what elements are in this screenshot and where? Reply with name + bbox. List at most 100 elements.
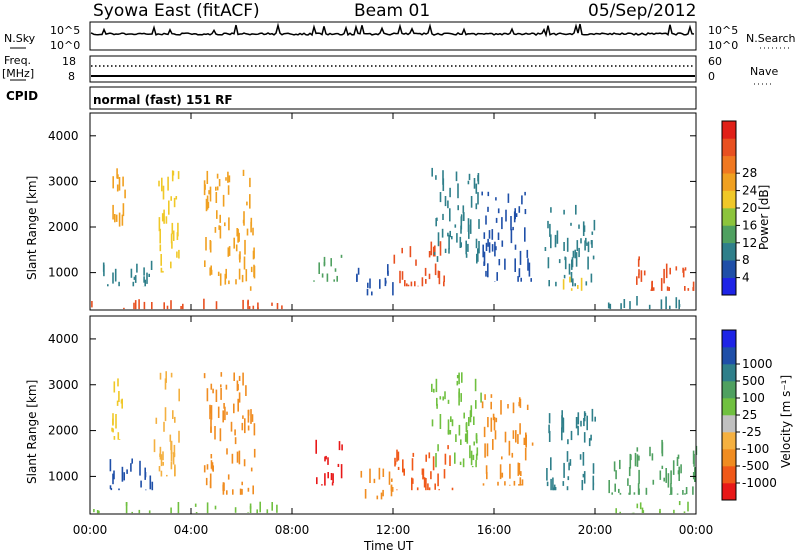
freq-label-line1: Freq. [4, 54, 31, 67]
velocity-cell [447, 445, 449, 450]
power-cell [669, 305, 671, 310]
velocity-cell [428, 452, 431, 459]
power-cell [436, 256, 439, 262]
velocity-cell [581, 480, 584, 491]
velocity-cell [390, 485, 393, 497]
velocity-colorbar-swatch [722, 398, 736, 416]
power-cell [593, 219, 596, 231]
velocity-y-tick-label: 4000 [48, 332, 79, 346]
power-cell [583, 225, 586, 232]
velocity-cell [222, 410, 224, 423]
power-cell [177, 222, 179, 237]
velocity-cell [421, 468, 424, 475]
velocity-cell [508, 440, 511, 456]
velocity-cell [238, 392, 241, 403]
velocity-cell [619, 511, 621, 514]
velocity-cell [251, 414, 254, 422]
velocity-cell [230, 421, 233, 432]
velocity-cell [430, 471, 432, 480]
power-cell [401, 271, 404, 280]
power-cell [652, 287, 655, 291]
power-cell [144, 279, 146, 287]
power-colorbar-swatch [722, 242, 736, 261]
power-cell [668, 287, 670, 291]
velocity-cell [636, 454, 639, 467]
velocity-cell [475, 434, 478, 443]
cpid-panel [89, 86, 697, 110]
velocity-cell [451, 419, 454, 427]
power-cell [587, 256, 589, 270]
power-colorbar-swatch [722, 155, 736, 174]
velocity-colorbar-swatch [722, 381, 736, 399]
velocity-cell [487, 417, 489, 428]
velocity-cell [504, 481, 506, 486]
velocity-cell [665, 468, 667, 483]
velocity-cell [164, 407, 167, 422]
power-cell [495, 197, 497, 201]
velocity-cell [484, 443, 486, 458]
power-cell [496, 272, 498, 281]
power-cell [448, 234, 450, 250]
power-cell [513, 211, 516, 223]
power-cell [239, 256, 241, 263]
velocity-cell [159, 372, 162, 380]
nave-right-tick-bottom: 0 [708, 70, 715, 83]
velocity-cell [486, 472, 488, 480]
velocity-cell [590, 434, 592, 441]
power-cell [425, 279, 427, 284]
power-cell [162, 185, 165, 200]
velocity-colorbar-tick-label: 1000 [742, 357, 773, 371]
velocity-cell [378, 467, 381, 480]
power-cell [638, 256, 640, 261]
power-cell [463, 212, 465, 221]
velocity-cell [475, 459, 477, 468]
velocity-cell [583, 471, 586, 484]
velocity-y-tick-label: 1000 [48, 469, 79, 483]
velocity-cell [316, 477, 318, 485]
power-cell [428, 273, 431, 280]
velocity-cell [677, 454, 680, 459]
power-cell [421, 277, 424, 287]
velocity-cell [442, 396, 444, 401]
velocity-cell [447, 419, 450, 435]
power-cell [366, 288, 369, 296]
velocity-x-axis: 00:00 04:00 08:00 12:00 16:00 20:00 00:00 [73, 316, 713, 537]
power-cell [167, 176, 169, 191]
power-cell [640, 270, 643, 282]
power-cell [432, 246, 435, 257]
velocity-cell [444, 453, 447, 465]
power-cell [249, 194, 251, 209]
velocity-cell [483, 426, 486, 438]
power-cell [242, 169, 245, 176]
power-cell [575, 252, 578, 267]
velocity-cell [568, 462, 570, 471]
velocity-cell [226, 411, 228, 415]
power-cell [112, 272, 114, 284]
velocity-cell [436, 397, 438, 406]
power-cell [134, 275, 137, 283]
power-colorbar-swatch [722, 138, 736, 157]
power-cell [118, 177, 121, 191]
velocity-cell [619, 492, 622, 495]
power-cell [250, 221, 252, 233]
velocity-cell [661, 439, 663, 454]
power-cell [340, 254, 343, 258]
freq-label-line2: [MHz] [2, 67, 34, 80]
power-cell [470, 196, 473, 208]
velocity-cell [243, 459, 246, 467]
velocity-cell [118, 439, 121, 440]
velocity-cell [473, 416, 475, 425]
power-cell [563, 242, 565, 251]
power-ylabel: Slant Range [km] [25, 176, 39, 280]
power-cell [237, 228, 239, 243]
power-cell [323, 256, 326, 266]
power-cell [660, 278, 663, 291]
velocity-cell [628, 467, 631, 477]
power-cell [206, 170, 209, 184]
velocity-cell [411, 458, 414, 471]
velocity-cell [327, 457, 329, 465]
velocity-cell [639, 502, 642, 510]
power-cell [457, 183, 459, 199]
velocity-cell [388, 471, 391, 485]
